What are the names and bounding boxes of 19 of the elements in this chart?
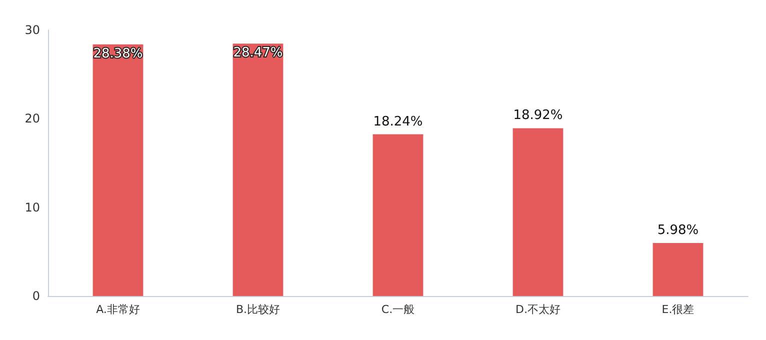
bar (512, 128, 564, 296)
y-tick-label: 0 (32, 289, 40, 303)
x-tick-label: B.比较好 (236, 303, 280, 316)
y-tick-label: 10 (24, 200, 40, 214)
bar (92, 44, 144, 296)
bar (652, 242, 704, 296)
x-tick-label: E.很差 (662, 303, 694, 316)
x-tick-label: C.一般 (381, 303, 415, 316)
y-tick-label: 20 (24, 112, 40, 126)
y-tick-label: 30 (24, 23, 40, 37)
data-label: 28.38% (93, 46, 143, 62)
bar (232, 44, 284, 296)
data-label: 18.24% (373, 114, 423, 130)
bar (372, 134, 424, 296)
x-tick-label: A.非常好 (96, 303, 140, 316)
x-tick-label: D.不太好 (516, 303, 560, 316)
data-label: 5.98% (657, 222, 699, 238)
data-label: 18.92% (513, 108, 563, 124)
data-label: 28.47% (233, 46, 283, 61)
